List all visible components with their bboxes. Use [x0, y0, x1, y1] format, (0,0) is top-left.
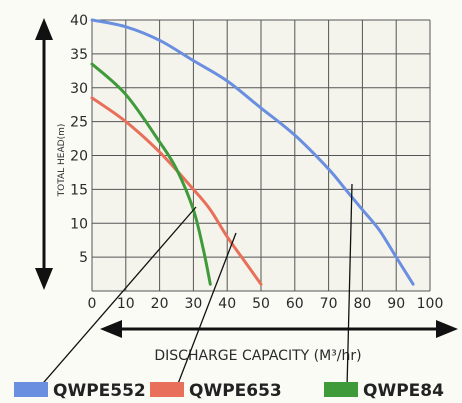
grid	[91, 19, 431, 292]
series-line-qwpe653	[90, 96, 263, 286]
legend-pointers	[37, 183, 353, 390]
x-tick-label: 50	[252, 296, 270, 312]
legend-label-qwpe84: QWPE84	[363, 381, 444, 401]
y-axis-ticks: 5 10 15 20 25 30 35 40	[70, 13, 88, 266]
x-tick-label: 80	[353, 296, 371, 312]
y-tick-label: 40	[70, 13, 88, 29]
legend: QWPE552 QWPE653 QWPE84	[14, 381, 444, 401]
x-axis-title-bg	[128, 344, 400, 366]
legend-label-qwpe552: QWPE552	[53, 381, 146, 401]
x-axis-ticks: 0 10 20 30 40 50 60 70 80 90 100	[88, 296, 444, 312]
y-tick-label: 5	[79, 250, 88, 266]
x-tick-label: 30	[184, 296, 202, 312]
y-tick-label: 25	[70, 115, 88, 131]
x-tick-label: 40	[218, 296, 236, 312]
x-tick-label: 70	[320, 296, 338, 312]
x-tick-label: 0	[88, 296, 97, 312]
y-tick-label: 10	[70, 216, 88, 232]
legend-label-qwpe653: QWPE653	[189, 381, 282, 401]
x-axis-arrow	[100, 320, 458, 338]
series-lines	[90, 18, 415, 286]
x-tick-label: 10	[117, 296, 135, 312]
x-tick-label: 100	[417, 296, 444, 312]
series-line-qwpe84	[90, 62, 212, 286]
x-tick-label: 90	[387, 296, 405, 312]
x-tick-label: 60	[286, 296, 304, 312]
series-line-qwpe552	[90, 18, 415, 286]
y-tick-label: 35	[70, 47, 88, 63]
x-axis-title: DISCHARGE CAPACITY (M³/hr)	[154, 348, 361, 364]
legend-swatch-qwpe552	[14, 382, 48, 397]
y-tick-label: 20	[70, 149, 88, 165]
y-tick-label: 30	[70, 81, 88, 97]
y-axis-title: TOTAL HEAD(m)	[57, 124, 67, 198]
y-axis-arrow	[35, 18, 53, 290]
y-tick-label: 15	[70, 182, 88, 198]
x-tick-label: 20	[151, 296, 169, 312]
legend-swatch-qwpe653	[150, 382, 184, 397]
legend-swatch-qwpe84	[324, 382, 358, 397]
